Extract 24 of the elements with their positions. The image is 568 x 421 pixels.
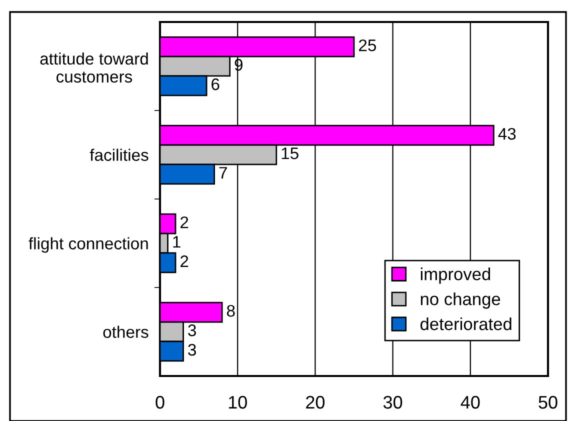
y-tick-label: others xyxy=(103,326,148,338)
data-label: 2 xyxy=(180,255,188,268)
data-label: 15 xyxy=(282,148,298,160)
y-tick-label: facilities xyxy=(90,148,148,161)
y-tick-label: attitude toward customers xyxy=(40,52,148,83)
legend-label: no change xyxy=(420,292,500,309)
x-tick-label: 10 xyxy=(228,396,247,409)
data-label: 7 xyxy=(219,167,227,179)
data-label: 25 xyxy=(359,39,376,52)
legend-label: deteriorated xyxy=(420,317,512,330)
data-label: 3 xyxy=(188,324,196,336)
x-tick-label: 30 xyxy=(383,396,402,409)
y-tick-label: flight connection xyxy=(28,237,148,253)
x-tick-label: 40 xyxy=(460,396,480,409)
data-label: 43 xyxy=(498,128,516,140)
legend-label: improved xyxy=(420,268,490,284)
x-tick-label: 50 xyxy=(538,396,558,409)
data-label: 2 xyxy=(180,216,188,228)
data-label: 8 xyxy=(226,304,235,317)
data-label: 1 xyxy=(173,236,180,248)
x-tick-label: 0 xyxy=(156,396,164,409)
data-label: 6 xyxy=(212,78,220,90)
data-label: 3 xyxy=(188,344,196,356)
x-tick-label: 20 xyxy=(306,396,325,409)
